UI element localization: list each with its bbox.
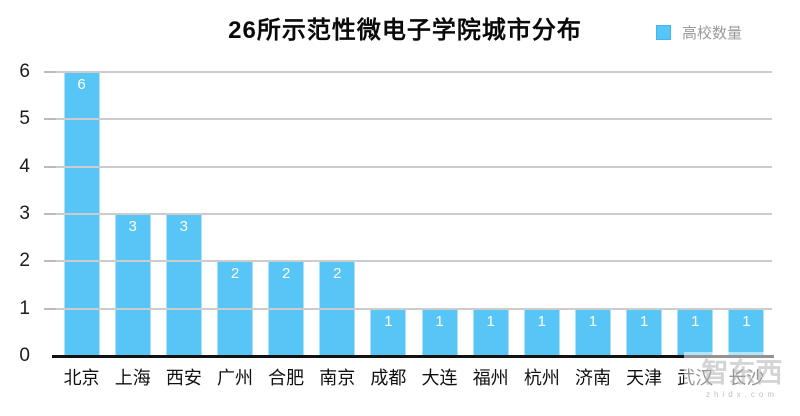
bar-cell-济南: 1 <box>567 72 618 356</box>
bar-value-label: 2 <box>281 265 291 283</box>
bar-value-label: 3 <box>128 218 137 235</box>
bar-value-label: 6 <box>77 76 86 93</box>
x-axis-line <box>52 355 774 358</box>
bar-value-label: 1 <box>435 312 444 330</box>
gridline-y-3 <box>56 213 772 215</box>
x-axis-label-济南: 济南 <box>574 368 611 388</box>
bar-cell-大连: 1 <box>414 72 465 356</box>
bar-南京: 2 <box>319 260 355 355</box>
y-axis-label-1: 1 <box>19 298 30 319</box>
x-axis-label-西安: 西安 <box>165 368 202 388</box>
bar-福州: 1 <box>473 307 509 355</box>
bar-value-label: 1 <box>537 312 546 330</box>
legend: 高校数量 <box>656 22 742 43</box>
bar-cell-上海: 3 <box>107 72 158 356</box>
y-tick-2 <box>44 260 56 262</box>
y-tick-3 <box>44 213 56 215</box>
bar-天津: 1 <box>626 307 662 355</box>
bar-value-label: 1 <box>384 312 393 330</box>
bar-cell-南京: 2 <box>312 72 363 356</box>
y-tick-6 <box>44 71 56 73</box>
bar-value-label: 1 <box>742 312 751 330</box>
x-axis-labels: 北京 上海 西安 广州 合肥 南京 成都 大连 福州 杭州 济南 天津 武汉 长沙 <box>56 364 772 390</box>
gridline-y-1 <box>56 308 772 310</box>
y-axis-label-2: 2 <box>19 250 30 271</box>
y-tick-1 <box>44 308 56 310</box>
bar-cell-西安: 3 <box>158 72 209 356</box>
bar-value-label: 1 <box>639 312 649 330</box>
bar-value-label: 2 <box>230 265 240 283</box>
bar-value-label: 1 <box>691 312 700 330</box>
gridline-y-6 <box>56 71 772 73</box>
gridline-y-2 <box>56 260 772 262</box>
bar-cell-武汉: 1 <box>670 72 721 356</box>
x-axis-label-上海: 上海 <box>114 368 151 388</box>
bar-大连: 1 <box>422 307 458 355</box>
gridline-y-4 <box>56 166 772 168</box>
x-axis-label-北京: 北京 <box>63 368 100 388</box>
bar-value-label: 1 <box>588 312 598 330</box>
bar-cell-长沙: 1 <box>721 72 772 356</box>
bar-cell-成都: 1 <box>363 72 414 356</box>
x-axis-label-南京: 南京 <box>319 368 356 388</box>
x-axis-label-武汉: 武汉 <box>677 368 714 388</box>
chart-title: 26所示范性微电子学院城市分布 <box>228 17 582 44</box>
bar-value-label: 1 <box>486 312 495 330</box>
y-axis-label-5: 5 <box>19 108 30 129</box>
y-tick-4 <box>44 166 56 168</box>
y-tick-5 <box>44 118 56 120</box>
bar-合肥: 2 <box>268 260 304 355</box>
bar-杭州: 1 <box>524 307 560 355</box>
gridline-y-5 <box>56 118 772 120</box>
bar-西安: 3 <box>166 213 202 355</box>
bar-广州: 2 <box>217 260 253 355</box>
bar-武汉: 1 <box>677 307 713 355</box>
y-axis-label-4: 4 <box>19 156 30 177</box>
bar-cell-合肥: 2 <box>261 72 312 356</box>
legend-swatch-icon <box>656 25 671 40</box>
x-axis-label-广州: 广州 <box>216 368 253 388</box>
watermark-subtext: zhidx.com <box>705 390 778 399</box>
x-axis-label-杭州: 杭州 <box>523 368 560 388</box>
x-axis-label-福州: 福州 <box>472 368 509 388</box>
bar-value-label: 3 <box>179 218 189 235</box>
bar-value-label: 2 <box>333 265 342 283</box>
y-axis-label-0: 0 <box>19 345 30 366</box>
bar-长沙: 1 <box>728 307 764 355</box>
bar-cell-广州: 2 <box>209 72 260 356</box>
y-axis-labels: 0 1 2 3 4 5 6 <box>0 62 32 366</box>
plot-area: 6 3 3 2 2 2 1 1 1 1 1 1 1 1 <box>44 71 774 358</box>
bar-成都: 1 <box>370 307 406 355</box>
y-axis-label-3: 3 <box>19 203 30 224</box>
x-axis-label-大连: 大连 <box>421 368 458 388</box>
bar-cell-天津: 1 <box>619 72 670 356</box>
y-axis-label-6: 6 <box>19 61 30 82</box>
bar-cell-福州: 1 <box>465 72 516 356</box>
x-axis-label-成都: 成都 <box>370 368 407 388</box>
bar-cell-杭州: 1 <box>516 72 567 356</box>
x-axis-label-合肥: 合肥 <box>268 368 305 388</box>
x-axis-label-天津: 天津 <box>626 368 663 388</box>
x-axis-label-长沙: 长沙 <box>728 368 765 388</box>
bar-济南: 1 <box>575 307 611 355</box>
bar-上海: 3 <box>115 213 151 355</box>
legend-label: 高校数量 <box>682 25 743 42</box>
